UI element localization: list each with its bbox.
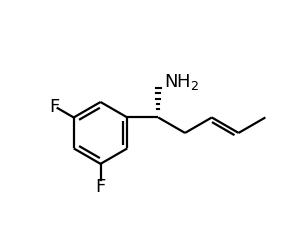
Text: F: F (50, 97, 60, 115)
Text: NH$_2$: NH$_2$ (164, 71, 199, 91)
Text: F: F (95, 177, 106, 195)
